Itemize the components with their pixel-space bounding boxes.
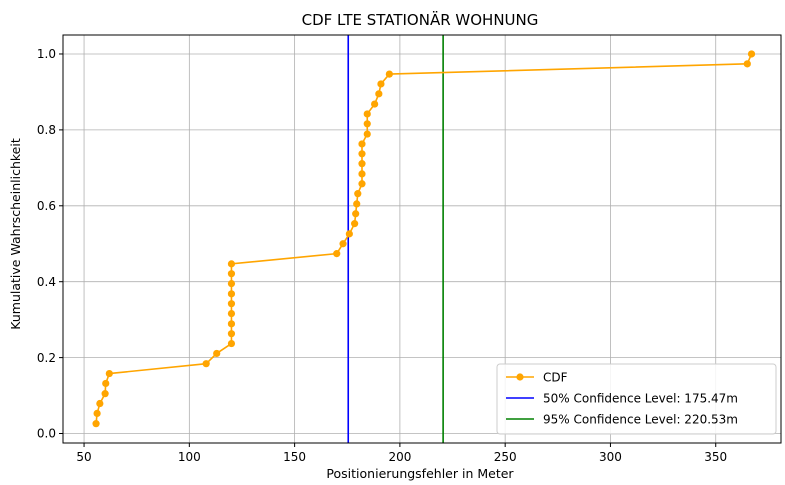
legend-50-label: 50% Confidence Level: 175.47m [543,392,738,406]
legend-box [496,363,777,435]
cdf-point [371,100,379,108]
y-axis-label: Kumulative Wahrscheinlichkeit [8,138,23,330]
x-axis-ticks: 50 100 150 200 250 300 350 [76,443,727,464]
grid [63,35,781,443]
cdf-point [345,230,353,238]
cdf-point [227,270,236,278]
cdf-point [213,349,221,358]
x-tick-label: 250 [494,450,517,464]
cdf-point [375,90,383,98]
cdf-point [354,190,362,198]
cdf-point [227,300,236,308]
cdf-point [358,160,366,168]
cdf-point [351,220,359,228]
cdf-point [339,240,347,248]
legend: CDF 50% Confidence Level: 175.47m 95% Co… [496,363,777,435]
chart-title: CDF LTE STATIONÄR WOHNUNG [302,10,539,29]
cdf-point [92,420,100,428]
cdf-point [352,210,360,218]
cdf-point [358,150,366,158]
x-tick-label: 50 [76,450,91,464]
y-tick-label: 0.8 [37,123,56,137]
cdf-point [377,80,385,88]
cdf-series [92,50,756,428]
y-tick-label: 0.4 [37,275,56,289]
y-tick-label: 1.0 [37,47,56,61]
cdf-point [227,290,236,298]
y-tick-label: 0.0 [37,427,56,441]
x-tick-label: 150 [283,450,306,464]
cdf-point [227,339,236,348]
cdf-point [227,309,236,318]
cdf-point [363,120,371,128]
cdf-point [385,70,393,78]
confidence-lines [347,35,444,443]
plot-frame [62,34,782,444]
legend-cdf-label: CDF [543,371,568,385]
cdf-point [227,260,236,268]
cdf-point [227,330,236,338]
cdf-point [105,369,113,378]
x-tick-label: 100 [178,450,201,464]
cdf-point [353,200,361,208]
cdf-point [363,130,371,138]
x-tick-label: 350 [704,450,727,464]
cdf-point [358,180,366,188]
cdf-point [363,110,371,118]
cdf-point [93,409,101,417]
cdf-point [202,360,210,368]
y-tick-label: 0.6 [37,199,56,213]
y-tick-label: 0.2 [37,351,56,365]
cdf-point [101,390,109,398]
cdf-point [743,60,751,68]
legend-cdf-marker [516,373,524,381]
cdf-point [747,50,756,58]
cdf-point [227,320,236,328]
cdf-point [358,140,366,148]
legend-95-label: 95% Confidence Level: 220.53m [543,413,738,427]
x-tick-label: 300 [599,450,622,464]
cdf-point [96,399,104,408]
cdf-point [333,250,341,258]
cdf-point [358,170,366,178]
x-tick-label: 200 [388,450,411,464]
x-axis-label: Positionierungsfehler in Meter [326,466,514,481]
cdf-point [227,279,236,288]
y-axis-ticks: 0.0 0.2 0.4 0.6 0.8 1.0 [37,47,63,441]
cdf-point [102,379,110,388]
